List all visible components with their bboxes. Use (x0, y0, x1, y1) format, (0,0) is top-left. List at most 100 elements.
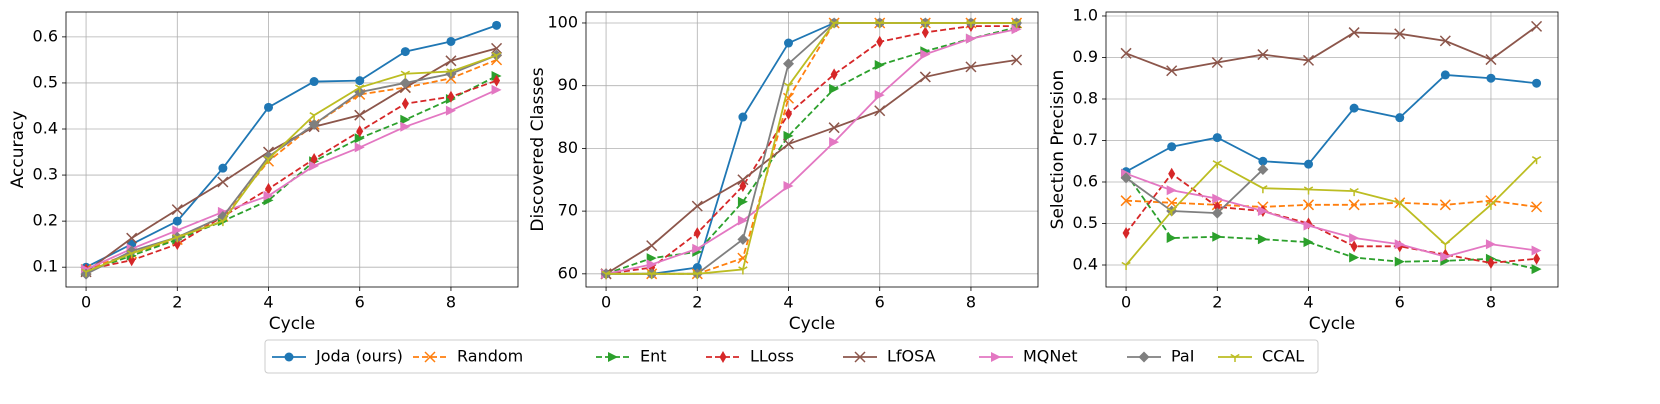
marker (309, 77, 319, 87)
marker (874, 59, 885, 70)
legend-label: MQNet (1023, 347, 1077, 366)
marker (919, 71, 931, 83)
marker (354, 142, 365, 153)
subplot: 0.1 0.2 0.3 0.4 0.5 0.6 0 2 4 6 8 Cycle Accuracy (8, 11, 519, 334)
marker (1303, 220, 1314, 231)
marker (1439, 35, 1451, 47)
plot-frame (1105, 11, 1559, 288)
series-line (1126, 199, 1537, 208)
marker (309, 160, 320, 171)
series-line (85, 59, 497, 271)
y-axis-label: Discovered Classes (528, 67, 548, 231)
marker (854, 351, 866, 363)
marker (783, 58, 795, 70)
marker (1531, 264, 1542, 275)
marker (1120, 195, 1132, 207)
marker (785, 107, 793, 120)
series-line (1125, 172, 1537, 258)
marker (1487, 256, 1495, 269)
x-tick-label: 8 (446, 293, 456, 312)
series (80, 42, 503, 278)
marker (783, 130, 794, 141)
marker (1531, 20, 1543, 32)
x-tick-label: 2 (172, 293, 182, 312)
marker (782, 138, 795, 150)
marker (1531, 201, 1543, 213)
legend-label: LLoss (750, 347, 794, 366)
marker (719, 351, 727, 363)
marker (965, 33, 976, 44)
x-tick-label: 6 (875, 293, 885, 312)
marker (1486, 201, 1496, 210)
marker (875, 19, 885, 28)
series-line (605, 26, 1017, 275)
series (80, 49, 503, 280)
subplot: 60 70 80 90 100 0 2 4 6 8 Cycle Discovered Classes (528, 11, 1039, 334)
y-tick-label: 0.9 (1073, 47, 1098, 66)
x-tick-label: 8 (1486, 293, 1496, 312)
series-line (85, 47, 497, 273)
marker (127, 250, 137, 259)
y-tick-label: 1.0 (1073, 5, 1098, 24)
series (81, 20, 502, 272)
marker (171, 204, 183, 216)
marker (424, 351, 436, 363)
marker (874, 105, 886, 117)
marker (920, 19, 931, 28)
marker (493, 74, 501, 87)
marker (172, 225, 183, 236)
marker (356, 125, 364, 138)
marker (1167, 207, 1177, 217)
marker (739, 180, 747, 193)
marker (128, 254, 136, 267)
marker (1349, 187, 1359, 197)
marker (354, 133, 365, 144)
marker (491, 42, 503, 54)
marker (263, 155, 274, 164)
marker (829, 137, 840, 148)
marker (400, 114, 411, 125)
y-tick-label: 70 (558, 201, 578, 220)
marker (920, 49, 931, 60)
marker (491, 84, 502, 95)
marker (1167, 142, 1177, 152)
y-tick-label: 0.5 (33, 72, 58, 91)
y-tick-label: 0.3 (33, 165, 58, 184)
marker (491, 52, 502, 61)
series-line (1125, 73, 1537, 173)
marker (1485, 239, 1496, 250)
marker (1120, 172, 1132, 184)
series (82, 74, 501, 276)
marker (263, 151, 275, 163)
marker (830, 68, 838, 81)
legend: Joda (ours) Random Ent LLoss LfOSA MQNet PaI CC… (264, 339, 1319, 374)
marker (126, 232, 138, 244)
series (1121, 168, 1542, 275)
x-tick-label: 6 (355, 293, 365, 312)
plot-frame (65, 11, 519, 288)
legend-label: Ent (640, 347, 667, 366)
marker (284, 352, 294, 362)
y-tick-label: 0.7 (1073, 130, 1098, 149)
y-axis-label: Selection Precision (1048, 70, 1068, 230)
plot-frame (585, 11, 1039, 288)
marker (608, 352, 618, 362)
marker (492, 20, 502, 30)
marker (692, 263, 702, 273)
marker (737, 233, 749, 245)
marker (1302, 54, 1315, 66)
legend-frame (264, 339, 1319, 374)
marker (1166, 233, 1177, 244)
marker (1230, 353, 1240, 362)
marker (1349, 252, 1360, 263)
x-tick-label: 2 (1212, 293, 1222, 312)
marker (1258, 185, 1268, 194)
y-tick-label: 0.4 (33, 119, 58, 138)
y-tick-label: 60 (558, 263, 578, 282)
marker (401, 97, 409, 110)
marker (172, 234, 182, 243)
marker (828, 122, 840, 134)
marker (264, 102, 274, 112)
y-tick-label: 100 (547, 12, 578, 31)
marker (355, 84, 365, 93)
